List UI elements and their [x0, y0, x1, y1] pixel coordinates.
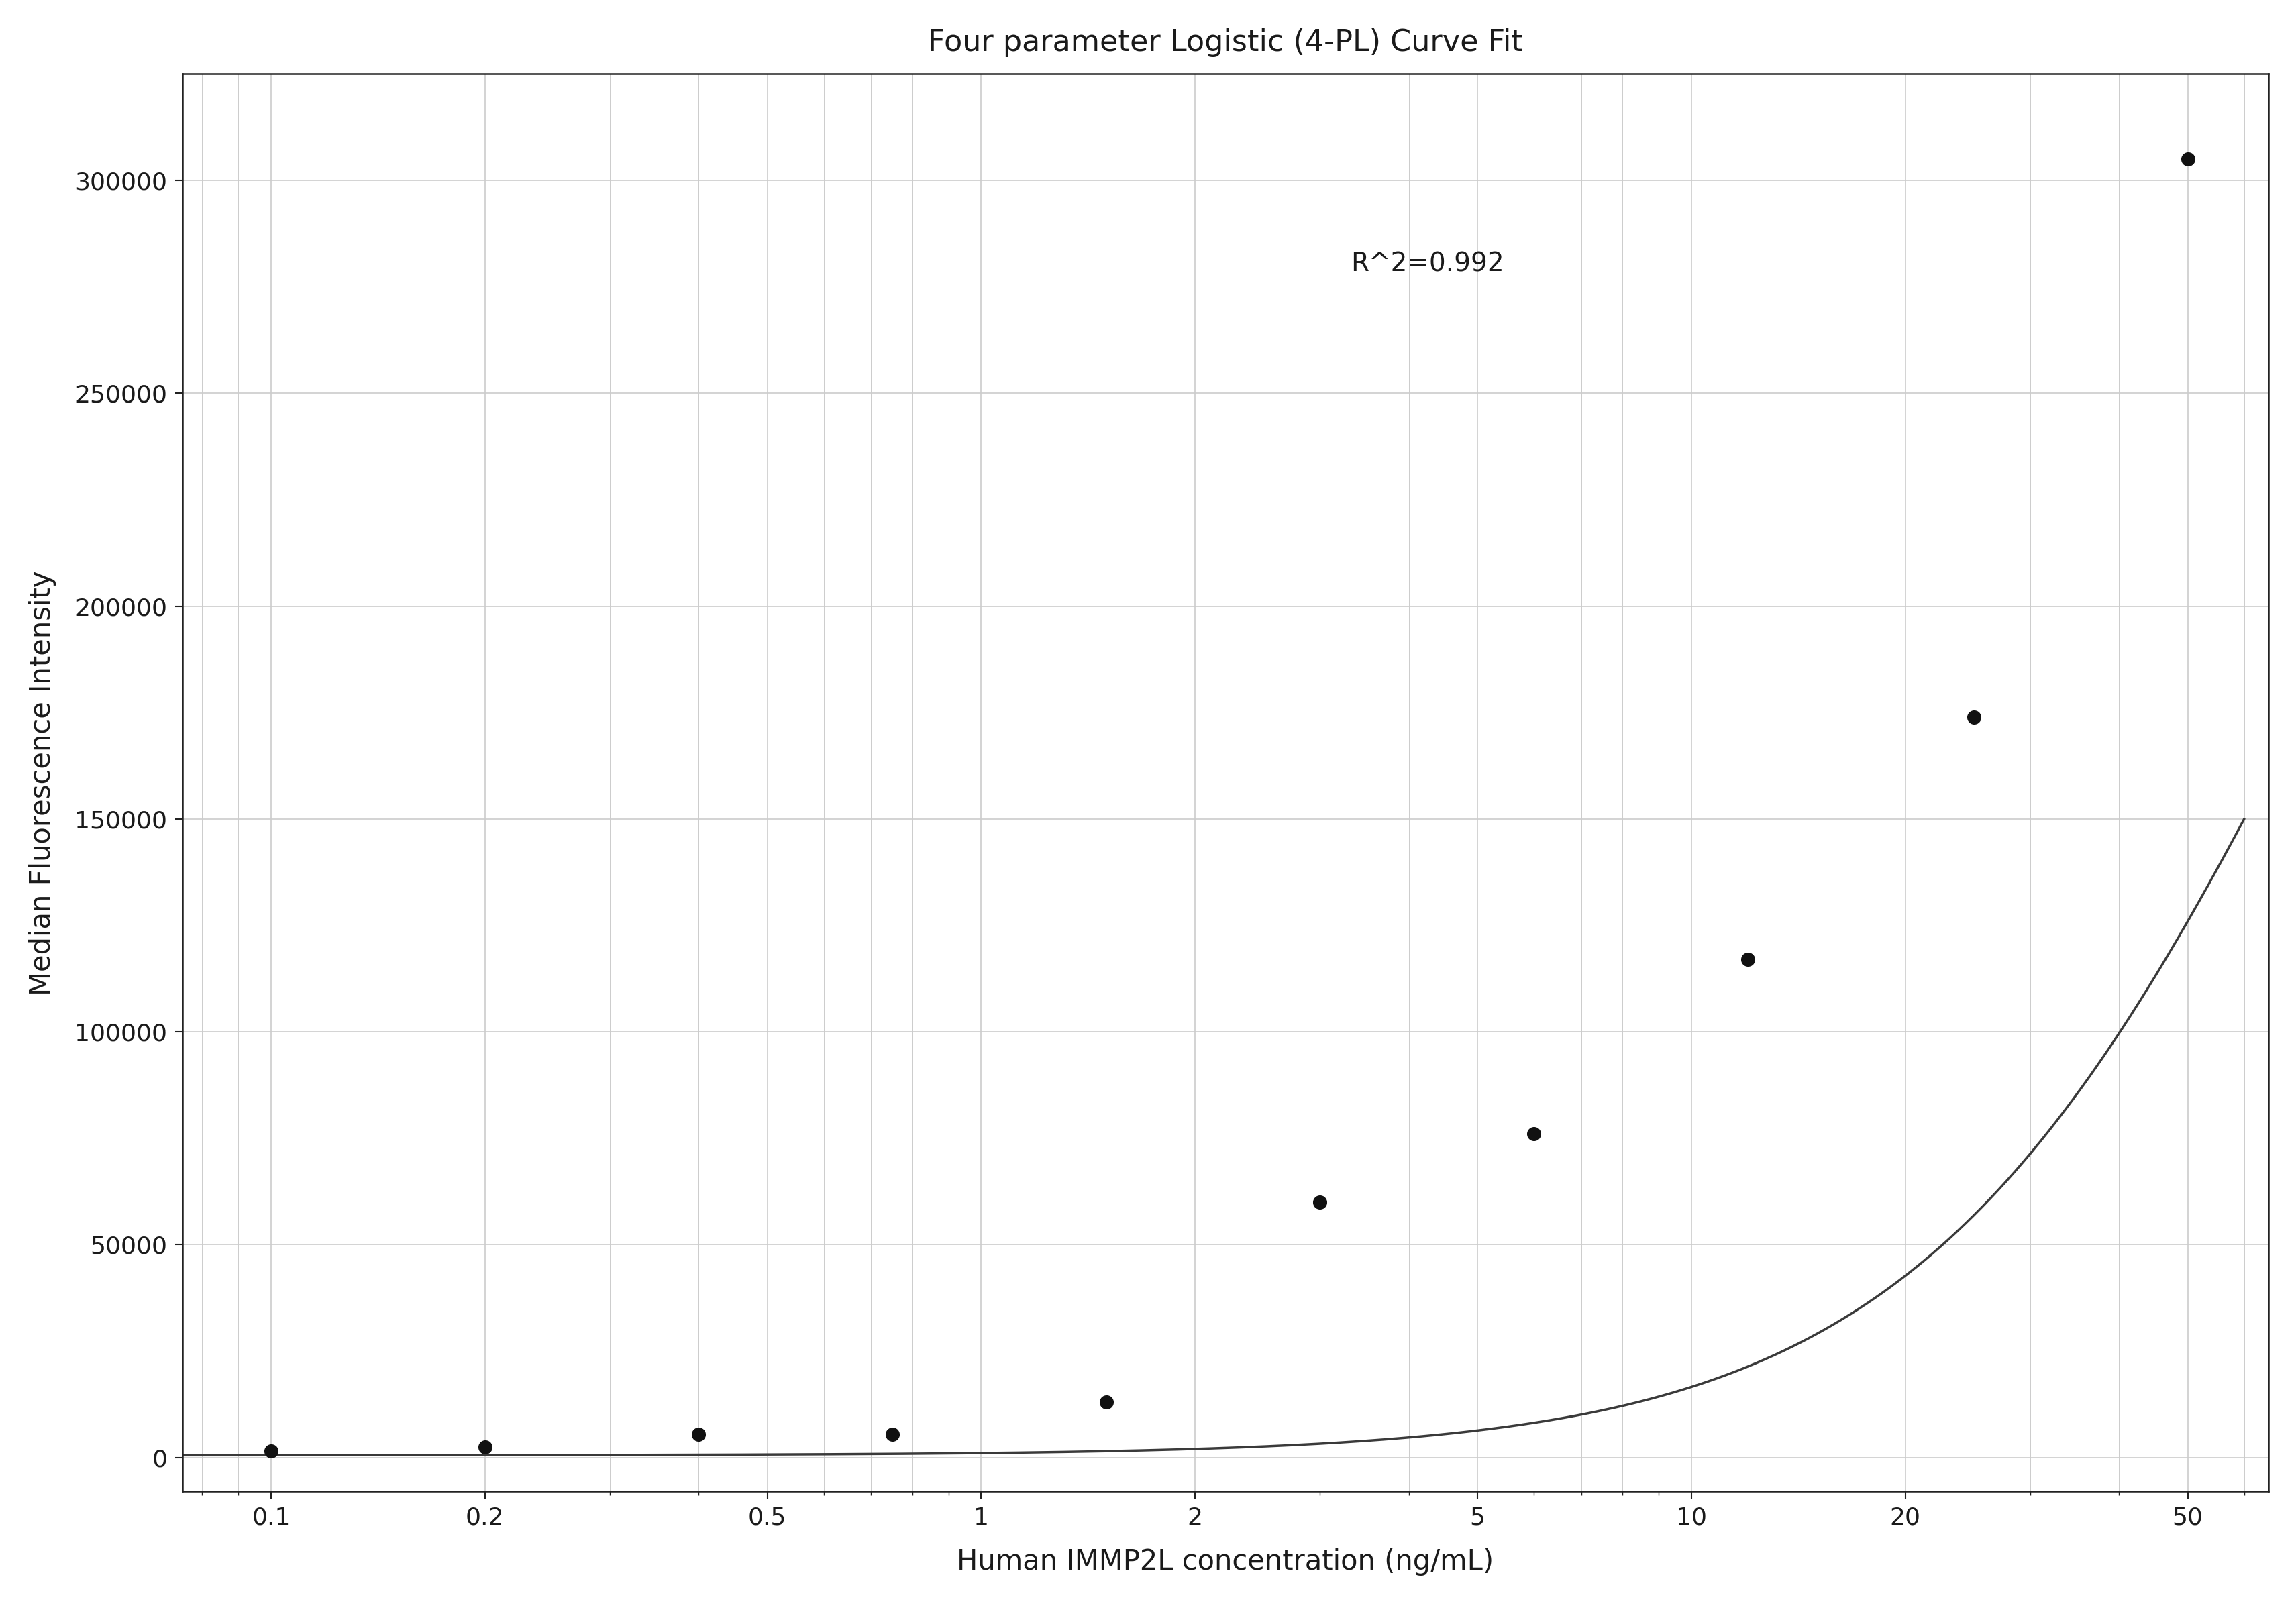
Title: Four parameter Logistic (4-PL) Curve Fit: Four parameter Logistic (4-PL) Curve Fit: [928, 27, 1522, 56]
Point: [1515, 1121, 1552, 1147]
Point: [1302, 1189, 1339, 1214]
Y-axis label: Median Fluorescence Intensity: Median Fluorescence Intensity: [28, 571, 55, 994]
Point: [680, 1421, 716, 1447]
Point: [253, 1439, 289, 1464]
Point: [1729, 946, 1766, 972]
Point: [2170, 146, 2206, 172]
Point: [875, 1421, 912, 1447]
X-axis label: Human IMMP2L concentration (ng/mL): Human IMMP2L concentration (ng/mL): [957, 1548, 1492, 1577]
Text: R^2=0.992: R^2=0.992: [1350, 252, 1504, 277]
Point: [466, 1434, 503, 1460]
Point: [1956, 704, 1993, 730]
Point: [1088, 1389, 1125, 1415]
